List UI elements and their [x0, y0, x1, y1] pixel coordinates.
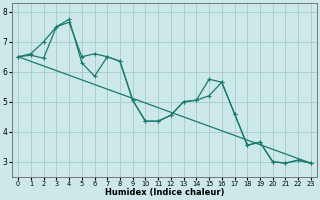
X-axis label: Humidex (Indice chaleur): Humidex (Indice chaleur)	[105, 188, 224, 197]
